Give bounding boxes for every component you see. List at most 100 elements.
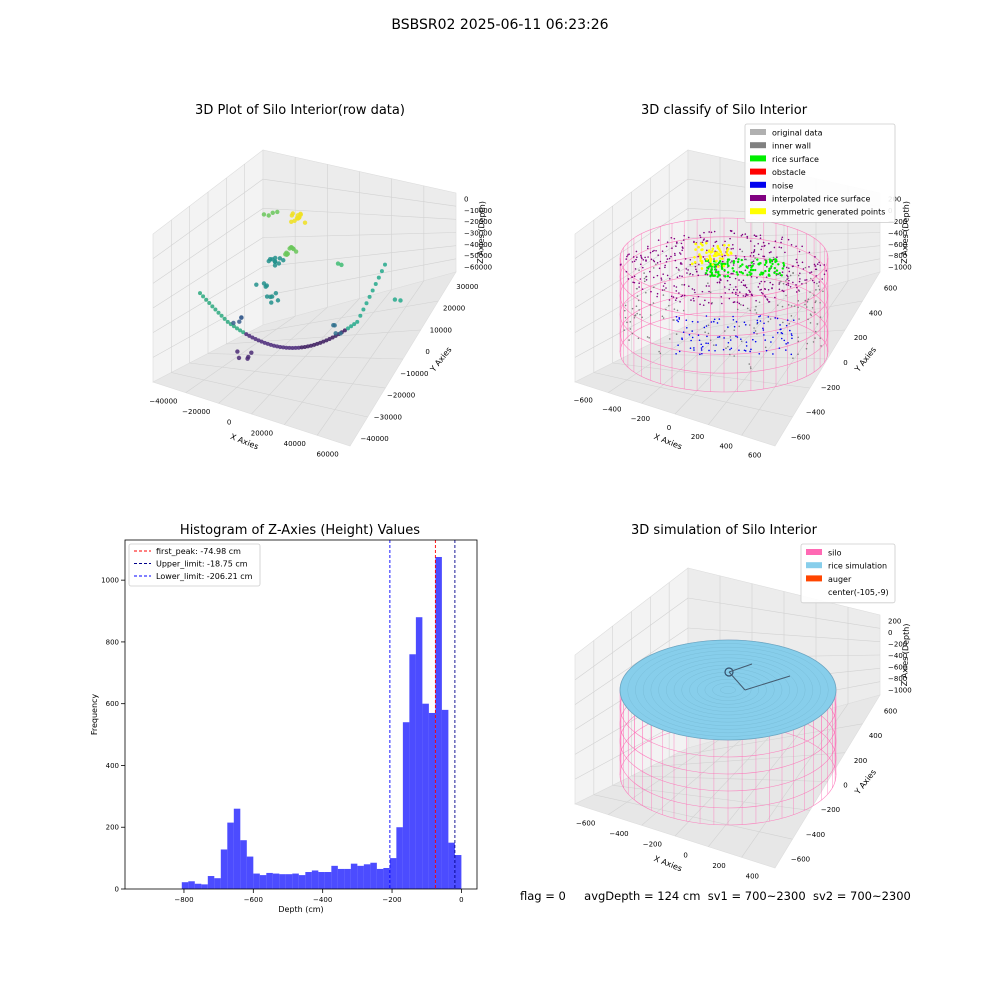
surface-point	[731, 267, 734, 270]
interpolated-point	[773, 246, 776, 249]
z-axis-label: Z Axies (Depth)	[900, 201, 911, 264]
sv1-text: sv1 = 700~2300	[707, 889, 806, 903]
interpolated-point	[674, 299, 677, 301]
interpolated-point	[666, 274, 669, 277]
data-point	[236, 355, 242, 361]
data-point	[370, 288, 375, 293]
noise-point	[685, 319, 688, 322]
interpolated-point	[656, 262, 659, 264]
histogram-bar	[246, 856, 254, 889]
interpolated-point	[729, 229, 732, 232]
legend-swatch	[750, 195, 766, 201]
interpolated-point	[678, 252, 681, 254]
wall-point	[623, 329, 626, 331]
noise-point	[701, 352, 703, 355]
wall-point	[776, 304, 779, 306]
symmetric-point	[707, 250, 711, 253]
wall-point	[662, 317, 665, 319]
interpolated-point	[701, 241, 704, 244]
interpolated-point	[788, 279, 790, 282]
interpolated-point	[768, 251, 771, 254]
interpolated-point	[710, 231, 713, 234]
symmetric-point	[694, 242, 697, 246]
wall-point	[740, 304, 742, 306]
raw-plot-title: 3D Plot of Silo Interior(row data)	[195, 103, 405, 118]
surface-point	[726, 260, 729, 263]
interpolated-point	[697, 255, 699, 258]
wall-point	[811, 306, 814, 309]
data-point	[231, 324, 236, 329]
interpolated-point	[649, 251, 652, 254]
interpolated-point	[818, 281, 821, 283]
symmetric-point	[709, 260, 712, 263]
surface-point	[736, 260, 740, 264]
data-point	[275, 298, 281, 303]
data-point	[383, 262, 387, 267]
x-tick-label: 400	[746, 873, 759, 881]
wall-point	[819, 337, 822, 340]
interpolated-point	[679, 253, 682, 255]
interpolated-point	[713, 230, 716, 233]
data-point	[276, 261, 282, 266]
wall-point	[772, 256, 775, 259]
interpolated-point	[641, 288, 644, 290]
wall-point	[707, 282, 709, 284]
interpolated-point	[706, 273, 709, 276]
noise-point	[785, 324, 788, 327]
wall-point	[797, 300, 800, 302]
flag-text: flag = 0	[520, 889, 566, 903]
histogram-bar	[259, 875, 267, 889]
noise-point	[675, 352, 677, 355]
noise-point	[783, 339, 786, 342]
interpolated-point	[795, 284, 797, 286]
interpolated-point	[693, 240, 695, 243]
interpolated-point	[676, 241, 678, 243]
interpolated-point	[631, 261, 634, 263]
interpolated-point	[657, 254, 659, 256]
surface-point	[773, 266, 776, 270]
wall-point	[652, 286, 655, 289]
interpolated-point	[804, 279, 806, 281]
interpolated-point	[808, 251, 811, 254]
z-tick-label: −20000	[464, 218, 492, 226]
interpolated-point	[757, 242, 760, 245]
interpolated-point	[680, 295, 683, 298]
interpolated-point	[665, 245, 668, 248]
data-point	[364, 301, 369, 306]
interpolated-point	[778, 246, 781, 248]
noise-point	[792, 319, 795, 321]
surface-point	[740, 258, 743, 262]
grid-line	[574, 597, 689, 681]
wall-point	[797, 353, 799, 355]
interpolated-point	[798, 250, 801, 253]
surface-point	[750, 261, 753, 264]
noise-point	[781, 332, 784, 335]
interpolated-point	[661, 250, 664, 253]
interpolated-point	[708, 290, 710, 293]
x-tick-label: −200	[631, 415, 650, 423]
interpolated-point	[679, 262, 682, 265]
wall-point	[637, 337, 640, 340]
symmetric-point	[715, 253, 719, 257]
histogram-bar	[240, 840, 247, 889]
interpolated-point	[669, 277, 671, 280]
data-point	[241, 330, 246, 335]
x-tick-label: −400	[602, 406, 621, 414]
interpolated-point	[679, 300, 681, 303]
simulation-legend	[800, 543, 896, 604]
z-tick-label: 200	[888, 618, 901, 626]
z-tick-label: −1000	[888, 263, 912, 271]
interpolated-point	[640, 254, 642, 257]
surface-point	[726, 271, 730, 274]
interpolated-point	[723, 286, 726, 288]
interpolated-point	[651, 250, 654, 253]
interpolated-point	[706, 240, 709, 242]
data-point	[216, 310, 221, 315]
interpolated-point	[670, 236, 673, 239]
wall-point	[740, 340, 743, 343]
noise-point	[789, 329, 791, 332]
wall-point	[789, 274, 792, 277]
wall-point	[809, 277, 812, 280]
interpolated-point	[825, 270, 828, 272]
legend-swatch	[806, 562, 822, 569]
